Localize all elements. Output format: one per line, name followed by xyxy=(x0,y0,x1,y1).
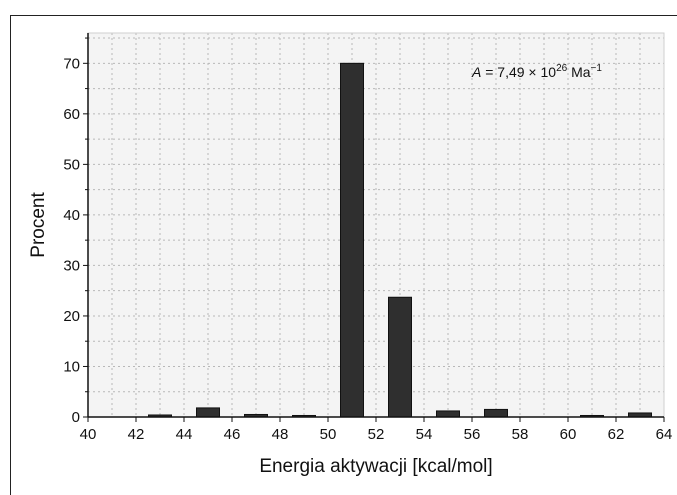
annotation-exponent: 26 xyxy=(556,63,568,74)
activation-energy-bar-chart: 40 42 44 46 48 50 52 54 56 58 60 62 64 0 10 20 30 40 50 60… xyxy=(28,32,673,477)
y-tick-label: 10 xyxy=(63,358,80,375)
x-axis-label: Energia aktywacji [kcal/mol] xyxy=(259,456,492,477)
rate-annotation: A = 7,49 × 1026 Ma−1 xyxy=(471,63,602,80)
bar xyxy=(340,62,364,418)
bars xyxy=(148,62,652,418)
bar xyxy=(484,408,508,418)
annotation-unit-exponent: −1 xyxy=(591,63,603,74)
x-tick-label: 42 xyxy=(128,426,145,443)
y-tick-label: 50 xyxy=(63,156,80,173)
x-tick-label: 64 xyxy=(656,426,673,443)
x-tick-label: 44 xyxy=(176,426,193,443)
y-tick-label: 60 xyxy=(63,106,80,123)
annotation-prefix: A xyxy=(471,64,481,80)
figure-frame xyxy=(10,15,677,495)
x-tick-label: 50 xyxy=(320,426,337,443)
y-tick-label: 70 xyxy=(63,55,80,72)
x-tick-label: 46 xyxy=(224,426,241,443)
bar xyxy=(388,296,412,418)
y-axis-label: Procent xyxy=(28,192,49,258)
y-tick-label: 0 xyxy=(72,409,80,426)
x-tick-label: 54 xyxy=(416,426,433,443)
x-tick-label: 62 xyxy=(608,426,625,443)
x-tick-label: 56 xyxy=(464,426,481,443)
x-tick-labels: 40 42 44 46 48 50 52 54 56 58 60 62 64 xyxy=(80,426,673,443)
x-tick-label: 48 xyxy=(272,426,289,443)
x-tick-label: 60 xyxy=(560,426,577,443)
bar xyxy=(196,407,220,418)
x-tick-label: 52 xyxy=(368,426,385,443)
y-tick-label: 30 xyxy=(63,257,80,274)
x-tick-label: 58 xyxy=(512,426,529,443)
axes xyxy=(83,33,665,422)
y-tick-label: 20 xyxy=(63,308,80,325)
x-tick-label: 40 xyxy=(80,426,97,443)
annotation-text: = 7,49 × 10 xyxy=(481,64,556,80)
annotation-unit: Ma xyxy=(567,64,591,80)
bar xyxy=(436,410,460,418)
grid-lines xyxy=(87,32,665,418)
y-tick-label: 40 xyxy=(63,207,80,224)
y-tick-labels: 0 10 20 30 40 50 60 70 xyxy=(63,55,80,426)
